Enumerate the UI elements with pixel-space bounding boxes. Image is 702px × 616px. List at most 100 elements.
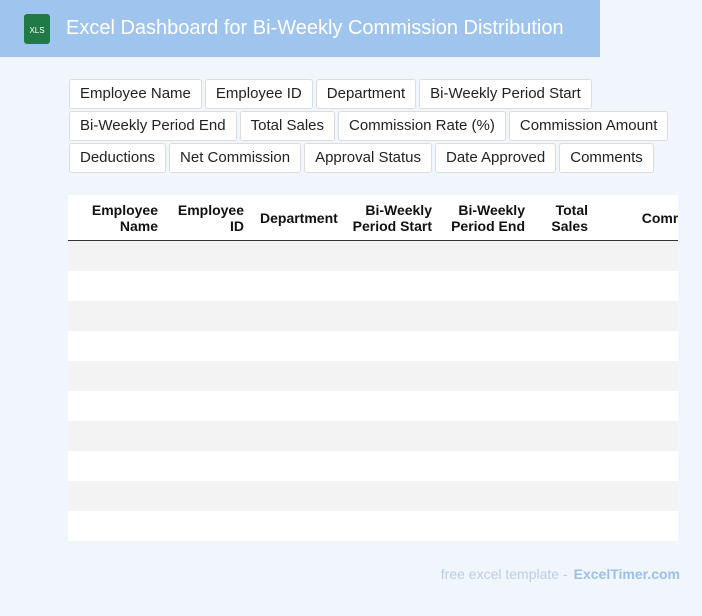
table-cell bbox=[596, 331, 678, 361]
table-cell bbox=[252, 271, 344, 301]
table-row bbox=[68, 240, 678, 271]
table-cell bbox=[596, 391, 678, 421]
table-cell bbox=[596, 451, 678, 481]
table-cell bbox=[533, 451, 596, 481]
table-cell bbox=[252, 511, 344, 541]
table-cell bbox=[533, 421, 596, 451]
table-cell bbox=[344, 331, 440, 361]
table-row bbox=[68, 331, 678, 361]
table-cell bbox=[440, 240, 533, 271]
table-cell bbox=[440, 301, 533, 331]
table-cell bbox=[68, 451, 166, 481]
table-row bbox=[68, 391, 678, 421]
table-cell bbox=[344, 391, 440, 421]
table-cell bbox=[533, 361, 596, 391]
table-cell bbox=[440, 511, 533, 541]
field-chip[interactable]: Bi-Weekly Period End bbox=[69, 111, 237, 141]
table-row bbox=[68, 511, 678, 541]
field-chip[interactable]: Comments bbox=[559, 143, 654, 173]
table-cell bbox=[533, 331, 596, 361]
table-cell bbox=[533, 481, 596, 511]
table-cell bbox=[596, 361, 678, 391]
page-title: Excel Dashboard for Bi-Weekly Commission… bbox=[66, 17, 564, 39]
table-cell bbox=[166, 391, 252, 421]
table-cell bbox=[166, 301, 252, 331]
table-cell bbox=[533, 240, 596, 271]
table-cell bbox=[166, 331, 252, 361]
table-cell bbox=[68, 331, 166, 361]
table-cell bbox=[252, 240, 344, 271]
field-chip[interactable]: Employee ID bbox=[204, 79, 313, 109]
table-cell bbox=[596, 271, 678, 301]
column-header: Commission Rate bbox=[596, 195, 678, 241]
field-chip[interactable]: Department bbox=[315, 79, 417, 109]
data-table: Employee Name Employee ID Department Bi-Wee… bbox=[68, 195, 678, 541]
table-cell bbox=[68, 301, 166, 331]
header-bar: XLS Excel Dashboard for Bi-Weekly Commis… bbox=[0, 0, 600, 57]
field-chip[interactable]: Deductions bbox=[69, 143, 167, 173]
table-cell bbox=[252, 361, 344, 391]
table-cell bbox=[344, 240, 440, 271]
table-cell bbox=[166, 511, 252, 541]
table-cell bbox=[166, 451, 252, 481]
table-cell bbox=[440, 271, 533, 301]
table-cell bbox=[166, 421, 252, 451]
field-chip[interactable]: Total Sales bbox=[239, 111, 335, 141]
table-cell bbox=[596, 240, 678, 271]
table-body bbox=[68, 240, 678, 542]
table-cell bbox=[344, 421, 440, 451]
column-header: Bi-Weekly Period Start bbox=[344, 195, 440, 241]
column-header: Employee Name bbox=[68, 195, 166, 241]
table-cell bbox=[252, 481, 344, 511]
field-chip[interactable]: Approval Status bbox=[304, 143, 432, 173]
table-cell bbox=[440, 331, 533, 361]
field-chip[interactable]: Commission Rate (%) bbox=[338, 111, 506, 141]
table-cell bbox=[68, 391, 166, 421]
table-cell bbox=[533, 301, 596, 331]
table-cell bbox=[344, 481, 440, 511]
table-cell bbox=[252, 331, 344, 361]
table-cell bbox=[166, 361, 252, 391]
column-header: Employee ID bbox=[166, 195, 252, 241]
table-container: Employee Name Employee ID Department Bi-Wee… bbox=[68, 195, 678, 541]
table-cell bbox=[596, 421, 678, 451]
table-cell bbox=[440, 481, 533, 511]
field-list: Employee Name Employee ID Department Bi-Wee… bbox=[69, 79, 669, 173]
table-cell bbox=[68, 481, 166, 511]
table-row bbox=[68, 481, 678, 511]
file-icon: XLS bbox=[24, 14, 50, 44]
table-cell bbox=[533, 391, 596, 421]
table-cell bbox=[440, 451, 533, 481]
table-cell bbox=[440, 421, 533, 451]
column-header: Bi-Weekly Period End bbox=[440, 195, 533, 241]
table-cell bbox=[533, 271, 596, 301]
table-cell bbox=[344, 361, 440, 391]
table-cell bbox=[68, 240, 166, 271]
table-cell bbox=[344, 301, 440, 331]
table-row bbox=[68, 451, 678, 481]
table-cell bbox=[68, 361, 166, 391]
footer-text: free excel template - bbox=[440, 566, 568, 582]
footer: free excel template - ExcelTimer.com bbox=[441, 566, 680, 582]
table-row bbox=[68, 361, 678, 391]
table-row bbox=[68, 421, 678, 451]
table-cell bbox=[252, 451, 344, 481]
table-row bbox=[68, 271, 678, 301]
column-header: Total Sales bbox=[533, 195, 596, 241]
table-cell bbox=[344, 271, 440, 301]
field-chip[interactable]: Bi-Weekly Period Start bbox=[419, 79, 592, 109]
table-cell bbox=[596, 301, 678, 331]
column-header: Department bbox=[252, 195, 344, 241]
table-cell bbox=[166, 481, 252, 511]
table-cell bbox=[596, 511, 678, 541]
table-cell bbox=[440, 361, 533, 391]
table-cell bbox=[68, 511, 166, 541]
field-chip[interactable]: Commission Amount bbox=[508, 111, 669, 141]
field-chip[interactable]: Net Commission bbox=[169, 143, 302, 173]
footer-link[interactable]: ExcelTimer.com bbox=[573, 566, 680, 582]
table-cell bbox=[166, 240, 252, 271]
field-chip[interactable]: Employee Name bbox=[69, 79, 202, 109]
field-chip[interactable]: Date Approved bbox=[434, 143, 557, 173]
table-cell bbox=[166, 271, 252, 301]
